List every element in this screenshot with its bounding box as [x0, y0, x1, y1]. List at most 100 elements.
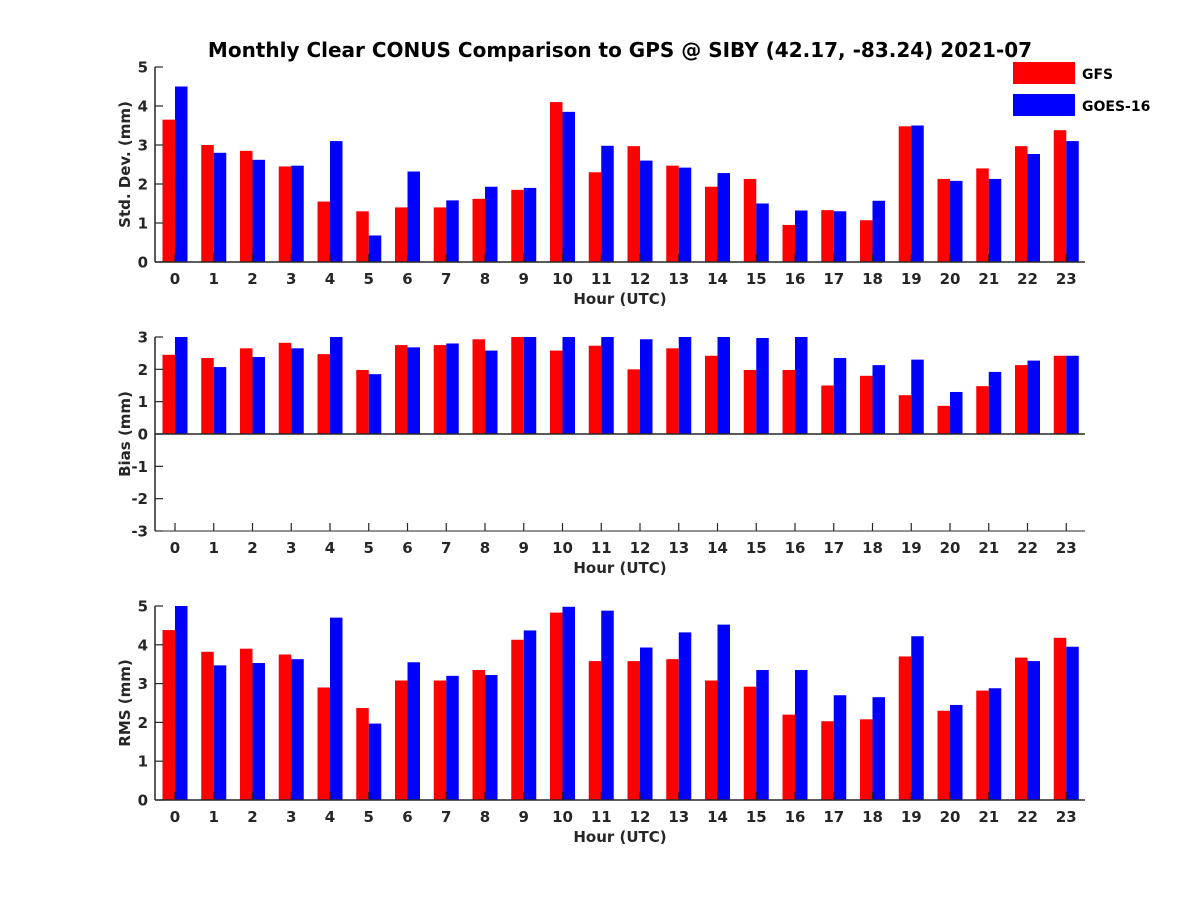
legend-swatch-goes16 [1013, 94, 1075, 116]
y-tick-label-std-dev-3: 3 [138, 137, 148, 155]
y-tick-label-rms-0: 0 [138, 792, 148, 810]
x-tick-label-rms-23: 23 [1056, 808, 1077, 826]
bar-rms-gfs-9 [511, 639, 524, 800]
bar-bias-gfs-1 [201, 358, 214, 434]
x-tick-label-bias-16: 16 [785, 539, 806, 557]
bar-std-dev-gfs-2 [240, 150, 253, 262]
bar-std-dev-gfs-7 [433, 207, 447, 262]
x-tick-label-rms-18: 18 [862, 808, 883, 826]
bar-rms-goes16-21 [988, 688, 1002, 800]
bar-bias-goes16-18 [872, 365, 885, 434]
bar-rms-gfs-12 [627, 661, 640, 800]
bar-rms-gfs-13 [666, 659, 679, 800]
bar-bias-goes16-23 [1066, 355, 1079, 434]
x-tick-label-rms-11: 11 [591, 808, 612, 826]
x-tick-label-rms-3: 3 [286, 808, 296, 826]
bar-rms-goes16-13 [678, 632, 692, 800]
y-tick-label-std-dev-1: 1 [138, 215, 148, 233]
bar-bias-goes16-0 [175, 337, 188, 434]
x-tick-label-bias-20: 20 [940, 539, 961, 557]
x-tick-label-rms-10: 10 [552, 808, 573, 826]
bar-bias-goes16-11 [601, 337, 614, 434]
bar-std-dev-goes16-4 [330, 141, 343, 262]
bar-std-dev-goes16-12 [640, 160, 653, 262]
x-tick-label-rms-12: 12 [630, 808, 651, 826]
bar-rms-goes16-12 [640, 647, 653, 800]
bar-bias-gfs-3 [278, 342, 292, 434]
bar-std-dev-gfs-8 [472, 198, 485, 262]
x-tick-label-std-dev-23: 23 [1056, 270, 1077, 288]
y-tick-label-bias-2: -1 [131, 458, 148, 476]
y-tick-label-rms-1: 1 [138, 753, 148, 771]
bar-std-dev-gfs-16 [782, 224, 795, 262]
x-tick-label-rms-6: 6 [402, 808, 412, 826]
x-tick-label-bias-6: 6 [402, 539, 412, 557]
y-axis-label-rms: RMS (mm) [116, 659, 134, 746]
bar-rms-goes16-14 [717, 624, 730, 800]
bar-bias-gfs-8 [472, 339, 485, 434]
x-tick-label-rms-22: 22 [1017, 808, 1038, 826]
x-tick-label-std-dev-18: 18 [862, 270, 883, 288]
bar-std-dev-goes16-6 [407, 171, 420, 262]
x-tick-label-rms-8: 8 [480, 808, 490, 826]
bar-bias-gfs-18 [860, 375, 873, 434]
bar-rms-gfs-6 [395, 680, 408, 800]
bar-bias-gfs-11 [588, 345, 602, 434]
x-tick-label-std-dev-5: 5 [364, 270, 374, 288]
x-axis-label-bias: Hour (UTC) [573, 559, 666, 577]
bar-std-dev-goes16-2 [252, 159, 265, 262]
y-tick-label-std-dev-4: 4 [138, 98, 148, 116]
bar-std-dev-gfs-10 [550, 102, 563, 262]
bar-std-dev-gfs-3 [278, 166, 292, 262]
bar-bias-goes16-9 [523, 337, 537, 434]
y-tick-label-rms-3: 3 [138, 675, 148, 693]
bar-bias-gfs-6 [395, 345, 408, 434]
bar-rms-gfs-22 [1015, 657, 1028, 800]
x-tick-label-rms-5: 5 [364, 808, 374, 826]
bar-rms-goes16-16 [795, 670, 808, 800]
x-tick-label-std-dev-6: 6 [402, 270, 412, 288]
bar-bias-gfs-14 [705, 355, 718, 434]
bar-std-dev-gfs-12 [627, 146, 640, 262]
bar-rms-gfs-14 [705, 680, 718, 800]
x-tick-label-std-dev-7: 7 [441, 270, 451, 288]
x-axis-label-rms: Hour (UTC) [573, 828, 666, 846]
bar-rms-gfs-15 [743, 686, 757, 800]
bar-std-dev-goes16-5 [368, 235, 382, 262]
bar-std-dev-goes16-8 [485, 186, 498, 262]
x-tick-label-std-dev-17: 17 [823, 270, 844, 288]
bar-bias-goes16-12 [640, 339, 653, 434]
bar-std-dev-goes16-3 [291, 165, 304, 262]
bar-bias-goes16-17 [833, 358, 847, 434]
y-tick-label-std-dev-0: 0 [138, 254, 148, 272]
bar-rms-gfs-2 [240, 648, 253, 800]
bar-std-dev-goes16-21 [988, 178, 1002, 262]
bar-bias-gfs-16 [782, 369, 795, 434]
x-tick-label-rms-21: 21 [978, 808, 999, 826]
bar-rms-goes16-22 [1027, 661, 1040, 800]
x-tick-label-rms-7: 7 [441, 808, 451, 826]
bar-rms-gfs-18 [860, 719, 873, 800]
bar-rms-gfs-23 [1053, 637, 1067, 800]
bar-bias-goes16-21 [988, 371, 1002, 434]
x-tick-label-bias-22: 22 [1017, 539, 1038, 557]
bar-rms-goes16-7 [446, 675, 459, 800]
x-tick-label-std-dev-16: 16 [785, 270, 806, 288]
bar-std-dev-goes16-9 [523, 187, 537, 262]
bar-rms-gfs-8 [472, 670, 485, 800]
bar-bias-goes16-20 [950, 391, 963, 434]
x-tick-label-std-dev-10: 10 [552, 270, 573, 288]
bar-rms-goes16-1 [213, 665, 227, 800]
bar-rms-gfs-1 [201, 651, 214, 800]
y-tick-label-bias-1: -2 [131, 490, 148, 508]
bar-bias-goes16-10 [562, 337, 575, 434]
bar-std-dev-gfs-13 [666, 165, 679, 262]
bar-std-dev-goes16-18 [872, 200, 885, 262]
x-tick-label-bias-7: 7 [441, 539, 451, 557]
bar-std-dev-goes16-15 [756, 203, 769, 262]
x-tick-label-rms-2: 2 [247, 808, 257, 826]
bar-std-dev-goes16-23 [1066, 141, 1079, 262]
x-tick-label-rms-9: 9 [519, 808, 529, 826]
x-tick-label-bias-10: 10 [552, 539, 573, 557]
